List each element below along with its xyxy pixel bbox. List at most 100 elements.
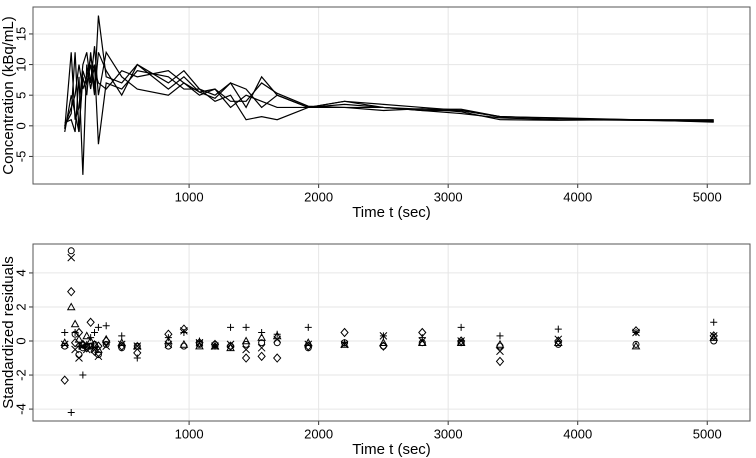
data-point: [195, 337, 204, 348]
x-tick-label: 2000: [304, 189, 333, 204]
data-point: [304, 344, 312, 352]
data-line: [64, 15, 714, 132]
x-tick-label: 4000: [563, 426, 592, 441]
data-point: [195, 340, 203, 348]
data-point: [91, 340, 99, 348]
data-point: [133, 348, 142, 358]
data-point: [340, 327, 349, 338]
data-point: [554, 325, 562, 333]
data-point: [632, 340, 640, 348]
data-point: [82, 331, 92, 340]
data-point: [554, 336, 563, 346]
data-point: [195, 341, 204, 350]
x-tick-label: 5000: [693, 189, 722, 204]
data-point: [133, 354, 141, 362]
data-point: [90, 346, 99, 356]
data-point: [67, 286, 76, 297]
data-point: [257, 351, 266, 362]
data-point: [379, 332, 388, 340]
y-tick-label: 5: [13, 92, 28, 99]
data-point: [303, 338, 313, 347]
data-point: [304, 323, 312, 331]
data-point: [257, 333, 266, 341]
data-point: [242, 323, 250, 331]
data-point: [74, 334, 84, 343]
data-point: [67, 408, 75, 416]
data-line: [64, 56, 714, 127]
data-point: [75, 351, 83, 359]
data-point: [67, 247, 75, 255]
data-point: [70, 319, 80, 328]
x-tick-label: 5000: [693, 426, 722, 441]
data-point: [61, 342, 69, 350]
data-point: [340, 339, 349, 348]
data-point: [710, 337, 718, 345]
data-point: [211, 340, 219, 348]
data-point: [94, 351, 102, 359]
data-point: [94, 341, 103, 351]
data-point: [379, 342, 387, 350]
data-point: [66, 302, 76, 311]
data-point: [457, 339, 465, 347]
data-point: [709, 333, 719, 341]
data-point: [227, 323, 235, 331]
data-point: [272, 331, 282, 340]
data-point: [79, 371, 87, 379]
data-point: [179, 324, 189, 334]
data-point: [164, 336, 173, 345]
data-point: [102, 342, 111, 350]
data-point: [164, 342, 172, 350]
data-point: [82, 343, 91, 353]
y-tick-label: -5: [13, 151, 28, 163]
data-point: [554, 340, 562, 348]
x-tick-label: 3000: [434, 426, 463, 441]
y-axis-label: Standardized residuals: [0, 256, 17, 409]
x-axis-label: Time t (sec): [352, 204, 431, 221]
data-point: [709, 331, 718, 341]
data-point: [60, 338, 70, 347]
data-point: [61, 329, 69, 336]
data-point: [102, 340, 110, 348]
y-tick-label: -2: [13, 369, 28, 381]
data-point: [457, 323, 465, 331]
data-point: [273, 353, 282, 363]
data-point: [86, 317, 95, 328]
y-tick-label: 4: [13, 269, 28, 276]
plot-frame: [32, 243, 751, 422]
x-tick-label: 4000: [563, 189, 592, 204]
data-line: [64, 46, 714, 129]
data-point: [227, 342, 235, 350]
data-point: [341, 339, 349, 347]
y-tick-label: 10: [13, 57, 28, 71]
data-point: [94, 323, 102, 331]
data-point: [495, 356, 505, 367]
data-point: [86, 336, 95, 345]
x-tick-label: 2000: [304, 426, 333, 441]
data-point: [60, 375, 69, 385]
data-point: [241, 353, 251, 363]
data-point: [418, 339, 426, 347]
data-point: [94, 344, 103, 353]
data-point: [210, 341, 220, 350]
y-axis-label: Concentration (kBq/mL): [0, 16, 17, 174]
data-point: [456, 336, 466, 346]
data-point: [273, 339, 281, 347]
data-point: [379, 338, 388, 347]
y-tick-label: 0: [13, 337, 28, 344]
data-point: [226, 343, 235, 352]
data-point: [102, 322, 110, 330]
data-point: [418, 327, 427, 338]
data-point: [241, 336, 251, 345]
data-point: [83, 342, 91, 350]
data-point: [87, 342, 95, 350]
data-point: [71, 330, 79, 338]
y-tick-label: 0: [13, 122, 28, 129]
data-point: [79, 344, 87, 352]
data-line: [64, 52, 714, 133]
data-point: [631, 326, 641, 336]
x-tick-label: 1000: [175, 189, 204, 204]
data-point: [117, 338, 127, 347]
data-point: [60, 340, 69, 349]
data-point: [242, 340, 250, 348]
